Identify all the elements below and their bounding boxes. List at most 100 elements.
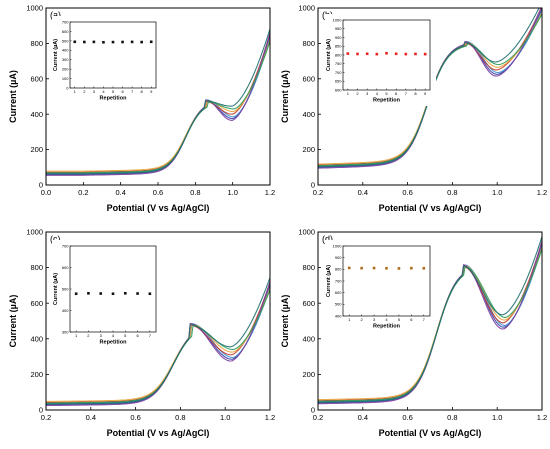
inset-y-tick-label: 800 xyxy=(335,52,342,57)
voltammogram-series-6 xyxy=(46,41,270,174)
y-tick-label: 1000 xyxy=(298,4,315,13)
inset-x-tick-label: 7 xyxy=(149,333,152,338)
inset-chart: 0 100 200 300 400 500 600 700 1 2 3 4 5 6 7 8 9 Repetitio… xyxy=(52,16,162,104)
voltammogram-series-7 xyxy=(46,277,270,405)
inset-x-tick-label: 8 xyxy=(141,89,144,94)
x-tick-label: 0.6 xyxy=(402,188,412,197)
panel-c: 0.2 0.4 0.6 0.8 1.0 1.2 0 200 400 600 800 1000 Poten… xyxy=(8,228,275,438)
x-tick-label: 0.2 xyxy=(41,413,51,422)
inset-y-tick-label: 700 xyxy=(62,243,69,248)
inset-data-point xyxy=(422,266,426,270)
inset-y-tick-label: 700 xyxy=(62,19,69,24)
inset-x-tick-label: 4 xyxy=(385,317,388,322)
inset-y-tick-label: 850 xyxy=(335,44,342,49)
inset-x-tick-label: 3 xyxy=(93,89,96,94)
inset-data-point xyxy=(136,292,139,295)
x-tick-label: 0.2 xyxy=(78,188,88,197)
inset-y-tick-label: 1000 xyxy=(333,17,343,22)
inset-data-point xyxy=(123,292,127,295)
inset-x-tick-label: 1 xyxy=(348,317,351,322)
y-tick-label: 0 xyxy=(311,181,315,190)
inset-y-tick-label: 600 xyxy=(335,290,342,295)
y-axis-label: Current (µA) xyxy=(280,70,290,123)
inset-y-tick-label: 100 xyxy=(62,76,69,81)
inset-y-tick-label: 650 xyxy=(335,79,342,84)
inset-y-tick-label: 600 xyxy=(62,265,69,270)
inset-data-point xyxy=(140,40,143,44)
inset-data-point xyxy=(372,266,376,270)
inset-x-tick-label: 6 xyxy=(136,333,139,338)
inset-y-tick-label: 800 xyxy=(335,267,342,272)
curve-group xyxy=(46,28,270,176)
y-tick-label: 600 xyxy=(30,74,43,83)
inset-x-tick-label: 3 xyxy=(100,333,103,338)
inset-x-tick-label: 1 xyxy=(347,91,350,96)
curve-group xyxy=(318,236,542,405)
inset-x-tick-label: 5 xyxy=(112,89,115,94)
inset-y-tick-label: 950 xyxy=(335,26,342,31)
inset-x-axis-label: Repetition xyxy=(373,98,401,104)
inset-data-point xyxy=(111,40,115,44)
inset-x-tick-label: 1 xyxy=(74,89,77,94)
x-tick-label: 0.4 xyxy=(358,188,368,197)
inset-y-axis-label: Current (µA) xyxy=(326,39,332,71)
inset-y-axis-label: Current (µA) xyxy=(53,273,59,305)
y-tick-label: 1000 xyxy=(26,228,43,237)
y-tick-label: 200 xyxy=(30,370,43,379)
inset-x-tick-label: 4 xyxy=(112,333,115,338)
inset-x-axis-label: Repetition xyxy=(100,340,128,346)
y-tick-label: 400 xyxy=(30,334,43,343)
inset-y-tick-label: 600 xyxy=(62,29,69,34)
inset-x-tick-label: 9 xyxy=(150,89,153,94)
panel-tag: (c) xyxy=(50,234,61,244)
x-tick-label: 1.0 xyxy=(220,413,230,422)
x-tick-label: 0.8 xyxy=(175,413,185,422)
plot-frame xyxy=(45,231,271,411)
inset-data-point xyxy=(74,292,78,296)
inset-y-tick-label: 700 xyxy=(335,70,342,75)
inset-chart: 400 500 600 700 800 900 1000 1 2 3 4 5 6 7 Repetition C… xyxy=(325,240,436,332)
inset-y-tick-label: 500 xyxy=(62,286,69,291)
x-tick-label: 0.4 xyxy=(358,413,368,422)
inset-x-tick-label: 7 xyxy=(131,89,134,94)
y-tick-label: 800 xyxy=(302,39,315,48)
inset-x-tick-label: 9 xyxy=(424,91,427,96)
inset-background xyxy=(325,14,436,106)
y-tick-label: 800 xyxy=(30,263,43,272)
x-tick-label: 0.8 xyxy=(447,188,457,197)
inset-data-point xyxy=(375,52,379,56)
inset-data-point xyxy=(99,292,103,295)
x-tick-label: 0.0 xyxy=(41,188,51,197)
panel-a: 0.0 0.2 0.4 0.6 0.8 1.0 1.202004006008001000Po… xyxy=(8,4,275,213)
y-tick-label: 0 xyxy=(39,406,43,415)
x-tick-label: 1.0 xyxy=(227,188,237,197)
x-axis-label: Potential (V vs Ag/AgCl) xyxy=(107,203,210,213)
y-tick-label: 400 xyxy=(302,334,315,343)
x-axis-label: Potential (V vs Ag/AgCl) xyxy=(379,203,482,213)
inset-x-tick-label: 6 xyxy=(410,317,413,322)
x-tick-label: 0.2 xyxy=(313,188,323,197)
y-tick-label: 600 xyxy=(30,299,43,308)
y-tick-label: 200 xyxy=(302,145,315,154)
x-tick-label: 1.2 xyxy=(537,188,547,197)
x-axis-label: Potential (V vs Ag/AgCl) xyxy=(379,428,482,438)
inset-x-tick-label: 5 xyxy=(385,91,388,96)
voltammogram-series-5 xyxy=(46,32,270,176)
panel-b: 0.2 0.4 0.6 0.8 1.0 1.2 0 200 400 600 800 1000 Poten… xyxy=(280,4,547,213)
inset-y-axis-label: Current (µA) xyxy=(326,265,332,297)
inset-x-axis-label: Repetition xyxy=(100,96,128,102)
x-tick-label: 0.6 xyxy=(402,413,412,422)
x-tick-label: 1.2 xyxy=(265,413,275,422)
voltammogram-series-5 xyxy=(46,281,270,407)
inset-y-tick-label: 500 xyxy=(62,38,69,43)
inset-data-point xyxy=(360,266,363,270)
inset-y-tick-label: 900 xyxy=(335,35,342,40)
inset-x-tick-label: 2 xyxy=(83,89,86,94)
inset-chart: 300 400 500 600 700 1 2 3 4 5 6 7 Repetition Current … xyxy=(52,240,162,348)
inset-data-point xyxy=(385,51,388,55)
inset-data-point xyxy=(121,40,124,44)
x-axis-label: Potential (V vs Ag/AgCl) xyxy=(107,428,210,438)
y-axis-label: Current (µA) xyxy=(8,295,18,348)
inset-x-tick-label: 1 xyxy=(75,333,78,338)
